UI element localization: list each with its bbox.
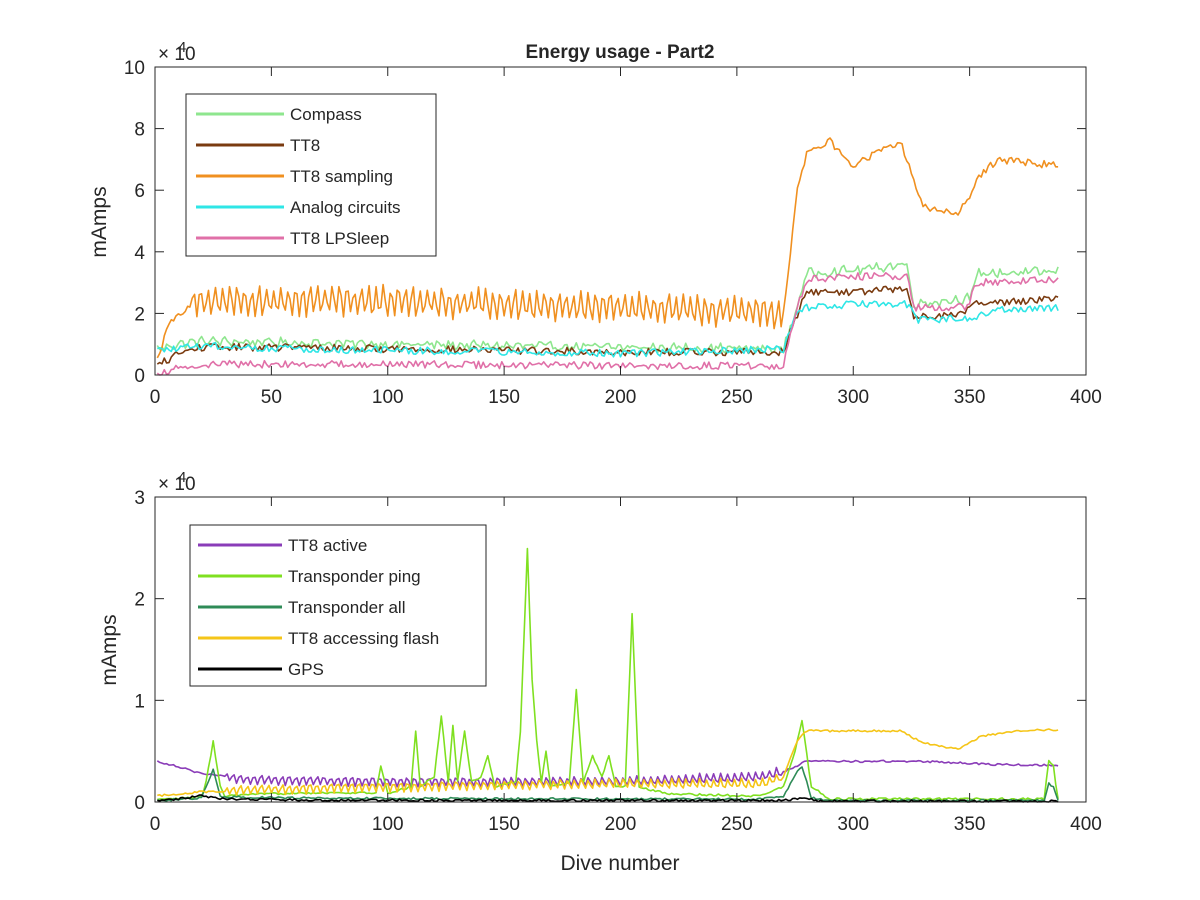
bottom-x-tick-label: 50	[261, 814, 282, 835]
top-chart-title: Energy usage - Part2	[525, 42, 714, 63]
bottom-x-axis-label: Dive number	[560, 852, 679, 875]
bottom-y-exponent: × 10 4	[158, 469, 196, 495]
bottom-legend: TT8 active Transponder ping Transponder al…	[189, 524, 487, 687]
top-legend-label: Analog circuits	[290, 198, 401, 217]
top-y-tick-label: 0	[134, 366, 145, 387]
bottom-x-tick-label: 300	[837, 814, 869, 835]
bottom-legend-label: Transponder ping	[288, 567, 421, 586]
top-y-exponent-power: 4	[178, 39, 186, 56]
bottom-chart: × 10 4 0 50 100 150 200 250 300 350 400 0 1 2 3 mAmp…	[98, 469, 1102, 875]
bottom-x-tick-label: 0	[150, 814, 161, 835]
top-x-tick-label: 200	[605, 387, 637, 408]
bottom-legend-label: Transponder all	[288, 598, 406, 617]
top-legend: Compass TT8 TT8 sampling Analog circuits TT8…	[185, 93, 437, 257]
bottom-legend-label: GPS	[288, 660, 324, 679]
bottom-series-line-1	[157, 547, 1059, 801]
top-x-tick-label: 250	[721, 387, 753, 408]
top-legend-label: TT8 sampling	[290, 167, 393, 186]
top-legend-label: Compass	[290, 105, 362, 124]
top-y-tick-label: 2	[134, 304, 145, 325]
top-y-axis-label: mAmps	[88, 186, 111, 257]
top-series-line-4	[156, 272, 1059, 376]
bottom-y-exponent-base: × 10	[158, 474, 196, 495]
bottom-y-axis-label: mAmps	[98, 614, 121, 685]
top-y-tick-label: 4	[134, 243, 145, 264]
top-x-tick-label: 300	[837, 387, 869, 408]
bottom-y-tick-label: 2	[134, 590, 145, 611]
bottom-axis-ticks: 0 50 100 150 200 250 300 350 400 0 1 2 3	[134, 488, 1101, 835]
bottom-legend-label: TT8 accessing flash	[288, 629, 439, 648]
bottom-legend-label: TT8 active	[288, 536, 367, 555]
top-x-tick-label: 350	[954, 387, 986, 408]
top-series-line-2	[156, 137, 1059, 359]
bottom-x-tick-label: 100	[372, 814, 404, 835]
top-series-lines	[156, 137, 1059, 376]
top-x-tick-label: 50	[261, 387, 282, 408]
bottom-series-line-2	[157, 766, 1059, 803]
bottom-x-tick-label: 150	[488, 814, 520, 835]
top-y-tick-label: 6	[134, 181, 145, 202]
top-x-tick-label: 400	[1070, 387, 1102, 408]
bottom-y-tick-label: 1	[134, 691, 145, 712]
top-x-tick-label: 100	[372, 387, 404, 408]
top-y-tick-label: 8	[134, 120, 145, 141]
top-series-line-0	[156, 262, 1059, 355]
top-x-tick-label: 150	[488, 387, 520, 408]
bottom-x-tick-label: 350	[954, 814, 986, 835]
top-x-tick-label: 0	[150, 387, 161, 408]
bottom-y-tick-label: 0	[134, 793, 145, 814]
top-legend-label: TT8 LPSleep	[290, 229, 389, 248]
top-y-exponent-base: × 10	[158, 44, 196, 65]
top-axis-ticks: 0 50 100 150 200 250 300 350 400 0 2 4 6 8 10	[124, 58, 1102, 408]
bottom-series-lines	[156, 547, 1059, 803]
top-y-exponent: × 10 4	[158, 39, 196, 65]
bottom-x-tick-label: 400	[1070, 814, 1102, 835]
top-series-line-3	[157, 300, 1059, 358]
bottom-x-tick-label: 250	[721, 814, 753, 835]
top-chart: Energy usage - Part2 × 10 4 0 50 100 150 200…	[88, 39, 1102, 408]
bottom-y-tick-label: 3	[134, 488, 145, 509]
bottom-y-exponent-power: 4	[178, 469, 186, 486]
bottom-series-line-3	[157, 728, 1059, 797]
top-y-tick-label: 10	[124, 58, 145, 79]
bottom-x-tick-label: 200	[605, 814, 637, 835]
top-legend-label: TT8	[290, 136, 320, 155]
